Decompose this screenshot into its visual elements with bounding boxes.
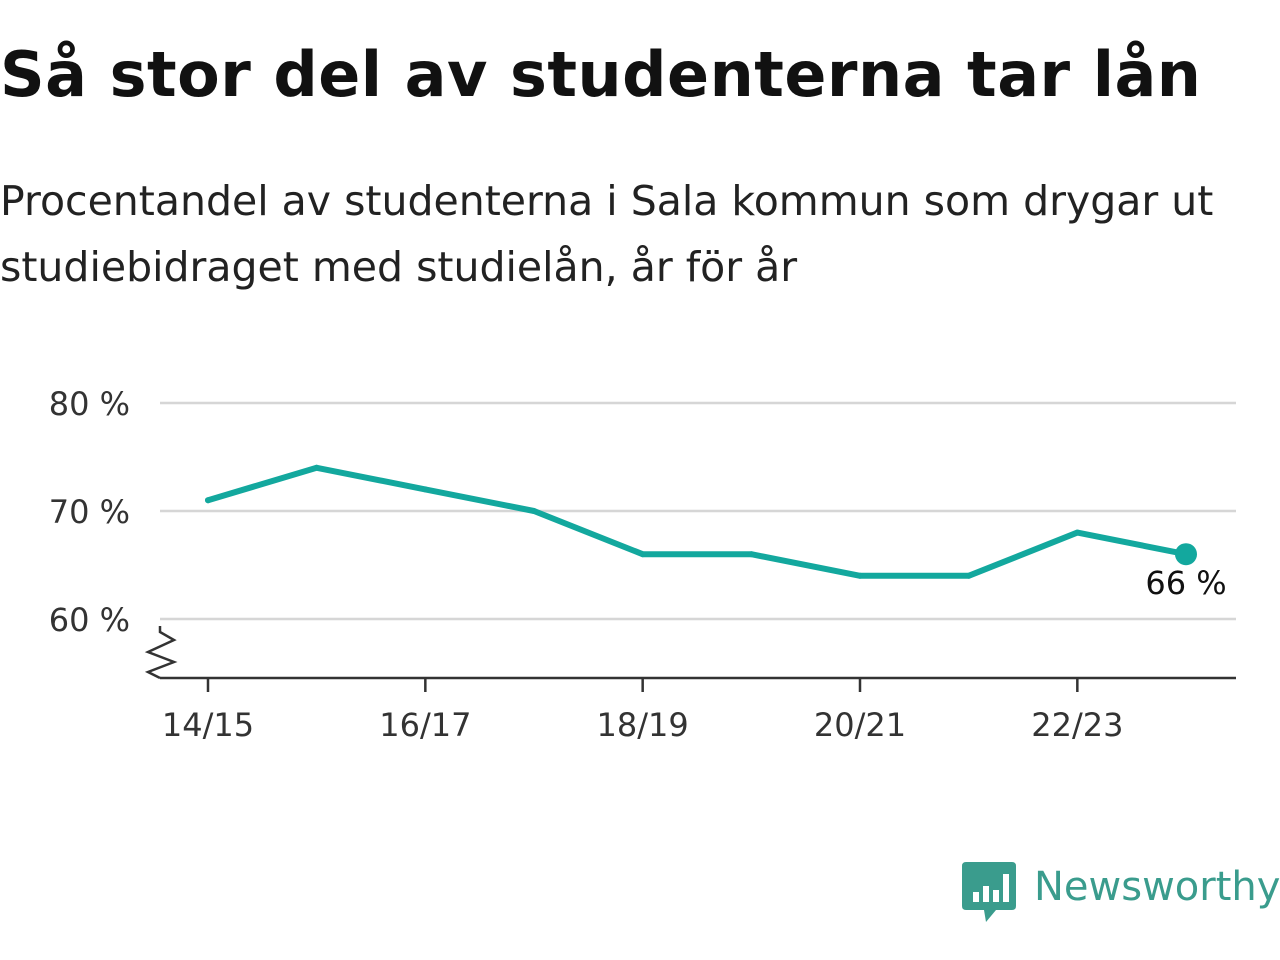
data-point <box>205 497 211 504</box>
series-line <box>205 464 1189 579</box>
newsworthy-logo: Newsworthy <box>962 862 1280 926</box>
chart-subtitle: Procentandel av studenterna i Sala kommu… <box>0 177 1214 291</box>
series: 66 % <box>205 464 1227 602</box>
x-tick-label: 22/23 <box>1031 706 1123 744</box>
data-point <box>1074 529 1081 536</box>
x-axis-ticks: 14/15 16/17 18/19 20/21 22/23 <box>162 678 1123 744</box>
data-point <box>422 486 429 493</box>
axis-break-icon <box>144 626 178 680</box>
end-point-marker <box>1175 543 1197 566</box>
gridlines <box>160 401 1236 621</box>
data-point <box>965 572 972 579</box>
x-tick-label: 14/15 <box>162 706 254 744</box>
chart-title: Så stor del av studenterna tar lån <box>0 38 1202 111</box>
data-point <box>313 464 320 471</box>
data-point <box>531 508 537 514</box>
x-tick-label: 20/21 <box>814 706 906 744</box>
data-point <box>639 551 646 558</box>
end-value-label: 66 % <box>1145 564 1226 602</box>
data-point <box>748 551 755 558</box>
newsworthy-logo-icon <box>962 862 1016 922</box>
data-point <box>857 572 863 579</box>
y-axis-ticks: 60 % 70 % 80 % <box>49 385 130 639</box>
y-tick-label: 70 % <box>49 493 130 531</box>
x-tick-label: 18/19 <box>597 706 689 744</box>
x-tick-label: 16/17 <box>379 706 471 744</box>
y-tick-label: 80 % <box>49 385 130 423</box>
y-tick-label: 60 % <box>49 601 130 639</box>
x-axis <box>144 626 1236 680</box>
brand-name: Newsworthy <box>1034 864 1280 910</box>
